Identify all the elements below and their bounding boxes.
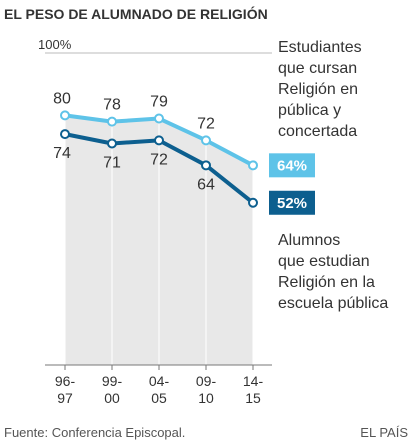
data-label: 72: [197, 115, 215, 132]
end-label: 64%: [277, 157, 307, 174]
x-tick-label: 04-05: [149, 373, 170, 406]
point: [248, 160, 258, 171]
chart-title: EL PESO DE ALUMNADO DE RELIGIÓN: [4, 5, 268, 22]
x-tick-label: 99-00: [102, 373, 123, 406]
x-tick-label: 14-15: [243, 373, 264, 406]
data-label: 64: [197, 176, 215, 193]
end-label: 52%: [277, 195, 307, 212]
legend-label: Estudiantes que cursan Religión en pública …: [278, 39, 362, 140]
point: [60, 110, 70, 121]
point: [154, 135, 164, 146]
data-label: 79: [150, 94, 168, 111]
legend-label: Alumnos que estudian Religión en la escuela…: [278, 232, 388, 312]
brand: EL PAÍS: [360, 425, 408, 440]
point: [107, 116, 117, 127]
data-label: 74: [53, 145, 71, 162]
point: [201, 160, 211, 171]
point: [60, 129, 70, 140]
end-label-box: [269, 190, 315, 215]
data-label: 72: [150, 151, 168, 168]
source: Fuente: Conferencia Episcopal.: [4, 425, 185, 440]
x-tick-label: 96-97: [55, 373, 76, 406]
point: [154, 113, 164, 124]
y-tick-label: 100%: [38, 37, 72, 52]
point: [107, 138, 117, 149]
data-label: 80: [53, 90, 71, 107]
point: [248, 197, 258, 208]
data-label: 71: [103, 154, 121, 171]
data-label: 78: [103, 97, 121, 114]
end-label-box: [269, 153, 315, 178]
x-tick-label: 09-10: [196, 373, 217, 406]
point: [201, 135, 211, 146]
